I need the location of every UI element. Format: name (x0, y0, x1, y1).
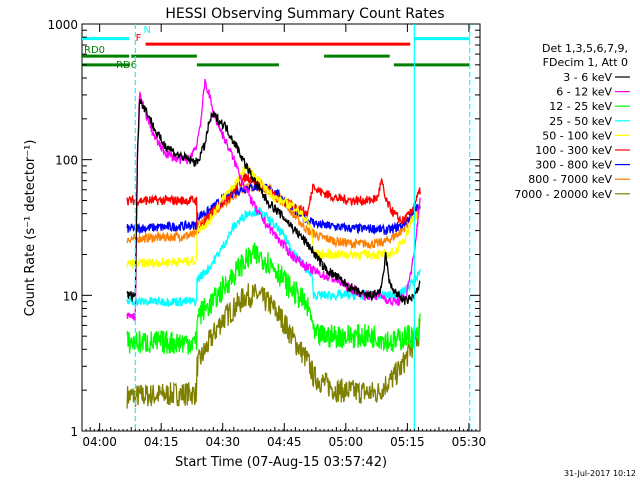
series-line (126, 242, 421, 355)
x-axis-label: Start Time (07-Aug-15 03:57:42) (175, 455, 387, 470)
series-lines (126, 78, 421, 409)
x-tick-label: 04:00 (82, 435, 117, 449)
y-tick-label: 10 (63, 289, 78, 303)
legend-entry-label: 25 - 50 keV (549, 115, 612, 128)
legend-entry-label: 800 - 7000 keV (528, 173, 612, 186)
legend-entry-label: 3 - 6 keV (563, 71, 612, 84)
footer-date: 31-Jul-2017 10:12 (564, 469, 636, 478)
legend: Det 1,3,5,6,7,9, FDecim 1, Att 0 3 - 6 k… (514, 42, 630, 201)
legend-header-line-1: Det 1,3,5,6,7,9, (542, 42, 628, 55)
vertical-markers (134, 24, 471, 431)
series-line (126, 283, 421, 409)
mode-bar-label: N (144, 25, 151, 36)
mode-bar-label: RD6 (116, 60, 137, 71)
legend-entry-label: 50 - 100 keV (542, 129, 612, 142)
legend-entry-label: 12 - 25 keV (549, 100, 612, 113)
y-tick-label: 1000 (47, 18, 78, 32)
y-axis-label: Count Rate (s⁻¹ detector⁻¹) (23, 140, 38, 317)
y-tick-label: 100 (55, 154, 78, 168)
legend-entry-label: 6 - 12 keV (556, 86, 612, 99)
y-tick-label: 1 (70, 425, 78, 439)
x-tick-label: 05:00 (329, 435, 364, 449)
x-tick-label: 04:45 (267, 435, 302, 449)
series-line (126, 162, 421, 269)
series-line (126, 99, 421, 305)
attenuator-bars: F RD0 RD6 N (82, 25, 470, 71)
legend-header-line-2: FDecim 1, Att 0 (543, 56, 628, 69)
chart-title: HESSI Observing Summary Count Rates (165, 6, 444, 22)
x-tick-label: 05:15 (390, 435, 425, 449)
legend-entry-label: 300 - 800 keV (535, 159, 612, 172)
x-tick-label: 04:15 (144, 435, 179, 449)
x-tick-label: 04:30 (205, 435, 240, 449)
legend-entry-label: 100 - 300 keV (535, 144, 612, 157)
axis-ticks: 04:00 04:15 04:30 04:45 05:00 05:15 05:30 1 10 10… (47, 18, 486, 449)
mode-bar-label: F (136, 33, 142, 44)
series-line (126, 78, 421, 321)
plot-frame (81, 23, 481, 432)
mode-bar-label: RD0 (84, 45, 105, 56)
legend-entry-label: 7000 - 20000 keV (514, 188, 612, 201)
x-tick-label: 05:30 (452, 435, 487, 449)
